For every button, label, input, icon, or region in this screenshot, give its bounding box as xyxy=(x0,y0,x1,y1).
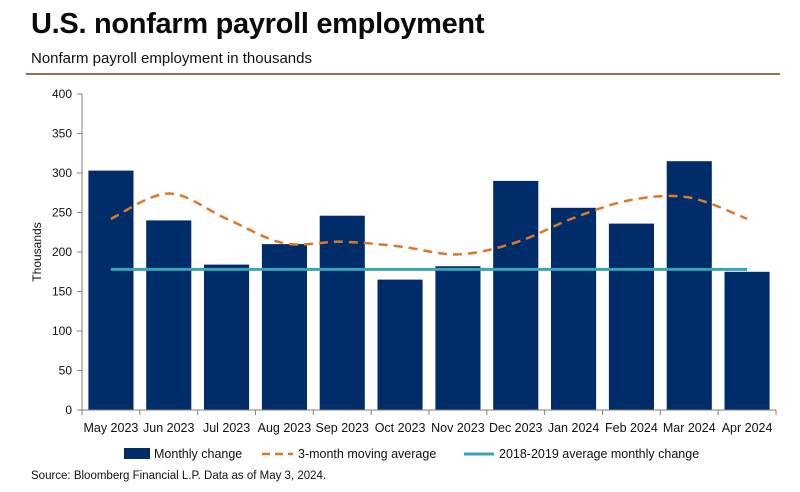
y-tick-label: 250 xyxy=(52,206,72,220)
lines-layer xyxy=(110,192,748,271)
bar-may-2023 xyxy=(88,170,134,410)
x-tick-label: Dec 2023 xyxy=(489,421,543,435)
chart-title: U.S. nonfarm payroll employment xyxy=(31,8,485,40)
y-tick-label: 400 xyxy=(52,87,72,101)
bars-layer xyxy=(88,161,770,411)
y-axis-title: Thousands xyxy=(30,222,44,281)
labels-layer: 0 50 100 150 200 250 300 350 400 May 2023 Jun 2023… xyxy=(30,87,772,435)
x-tick-label: Oct 2023 xyxy=(375,421,426,435)
x-tick-label: Aug 2023 xyxy=(258,421,312,435)
bar-jan-2024 xyxy=(551,207,597,410)
x-tick-label: Jul 2023 xyxy=(203,421,250,435)
x-tick-label: Nov 2023 xyxy=(431,421,485,435)
y-tick-label: 150 xyxy=(52,285,72,299)
bar-jul-2023 xyxy=(204,264,250,410)
legend-swatch-monthly-change xyxy=(124,448,150,459)
y-tick-label: 300 xyxy=(52,166,72,180)
title-divider xyxy=(26,73,780,75)
source-note: Source: Bloomberg Financial L.P. Data as… xyxy=(31,470,327,482)
moving-average-line xyxy=(110,192,748,256)
x-tick-label: Jan 2024 xyxy=(548,421,599,435)
y-tick-label: 100 xyxy=(52,324,72,338)
bar-dec-2023 xyxy=(493,180,539,410)
y-tick-label: 0 xyxy=(65,403,72,417)
x-tick-label: Feb 2024 xyxy=(605,421,658,435)
bar-aug-2023 xyxy=(261,244,307,410)
x-tick-label: Mar 2024 xyxy=(663,421,716,435)
bar-apr-2024 xyxy=(724,271,770,411)
x-tick-label: Jun 2023 xyxy=(143,421,194,435)
y-tick-label: 50 xyxy=(59,364,73,378)
legend-label-monthly-change: Monthly change xyxy=(154,447,242,461)
bar-jun-2023 xyxy=(146,220,192,410)
x-tick-label: Sep 2023 xyxy=(315,421,369,435)
legend: Monthly change 3-month moving average 2018… xyxy=(124,447,699,461)
bar-feb-2024 xyxy=(608,223,654,410)
x-tick-label: Apr 2024 xyxy=(722,421,773,435)
legend-label-baseline: 2018-2019 average monthly change xyxy=(499,447,699,461)
bar-oct-2023 xyxy=(377,279,423,410)
bar-sep-2023 xyxy=(319,215,365,410)
bar-nov-2023 xyxy=(435,266,481,410)
axes-layer xyxy=(77,93,777,415)
chart-subtitle: Nonfarm payroll employment in thousands xyxy=(31,50,312,67)
legend-label-moving-average: 3-month moving average xyxy=(298,447,436,461)
x-tick-label: May 2023 xyxy=(83,421,138,435)
y-tick-label: 200 xyxy=(52,245,72,259)
y-tick-label: 350 xyxy=(52,127,72,141)
